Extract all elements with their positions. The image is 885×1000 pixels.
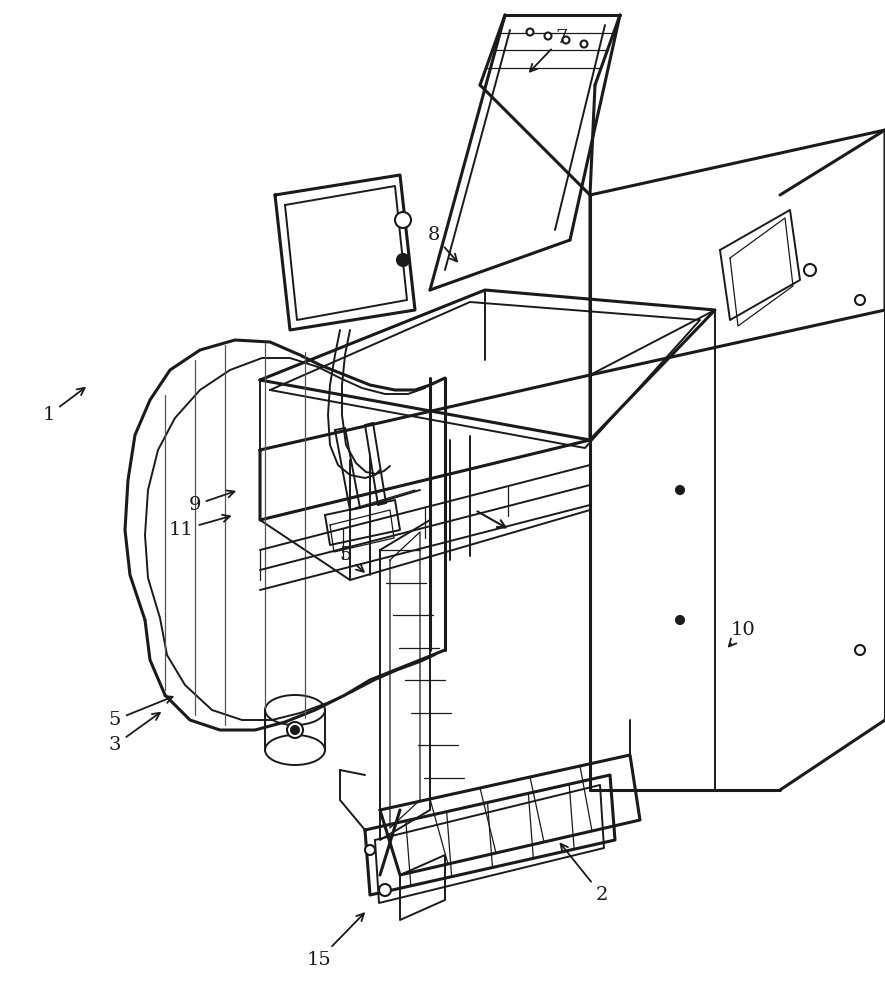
Circle shape (291, 726, 299, 734)
Circle shape (527, 28, 534, 35)
Circle shape (544, 32, 551, 39)
Text: 8: 8 (427, 226, 457, 261)
Circle shape (676, 486, 684, 494)
Circle shape (855, 295, 865, 305)
Text: 11: 11 (169, 515, 230, 539)
Circle shape (804, 264, 816, 276)
Circle shape (581, 40, 588, 47)
Text: 1: 1 (42, 388, 85, 424)
Text: 5: 5 (339, 546, 364, 572)
Text: 5: 5 (109, 696, 173, 729)
Text: 9: 9 (189, 490, 235, 514)
Circle shape (395, 212, 411, 228)
Text: 3: 3 (109, 713, 160, 754)
Circle shape (365, 845, 375, 855)
Text: 7: 7 (530, 29, 568, 72)
Circle shape (676, 616, 684, 624)
Circle shape (379, 884, 391, 896)
Circle shape (287, 722, 303, 738)
Text: 15: 15 (306, 913, 364, 969)
Circle shape (397, 254, 409, 266)
Circle shape (563, 36, 570, 43)
Text: 2: 2 (560, 844, 608, 904)
Text: 10: 10 (729, 621, 756, 646)
Circle shape (855, 645, 865, 655)
